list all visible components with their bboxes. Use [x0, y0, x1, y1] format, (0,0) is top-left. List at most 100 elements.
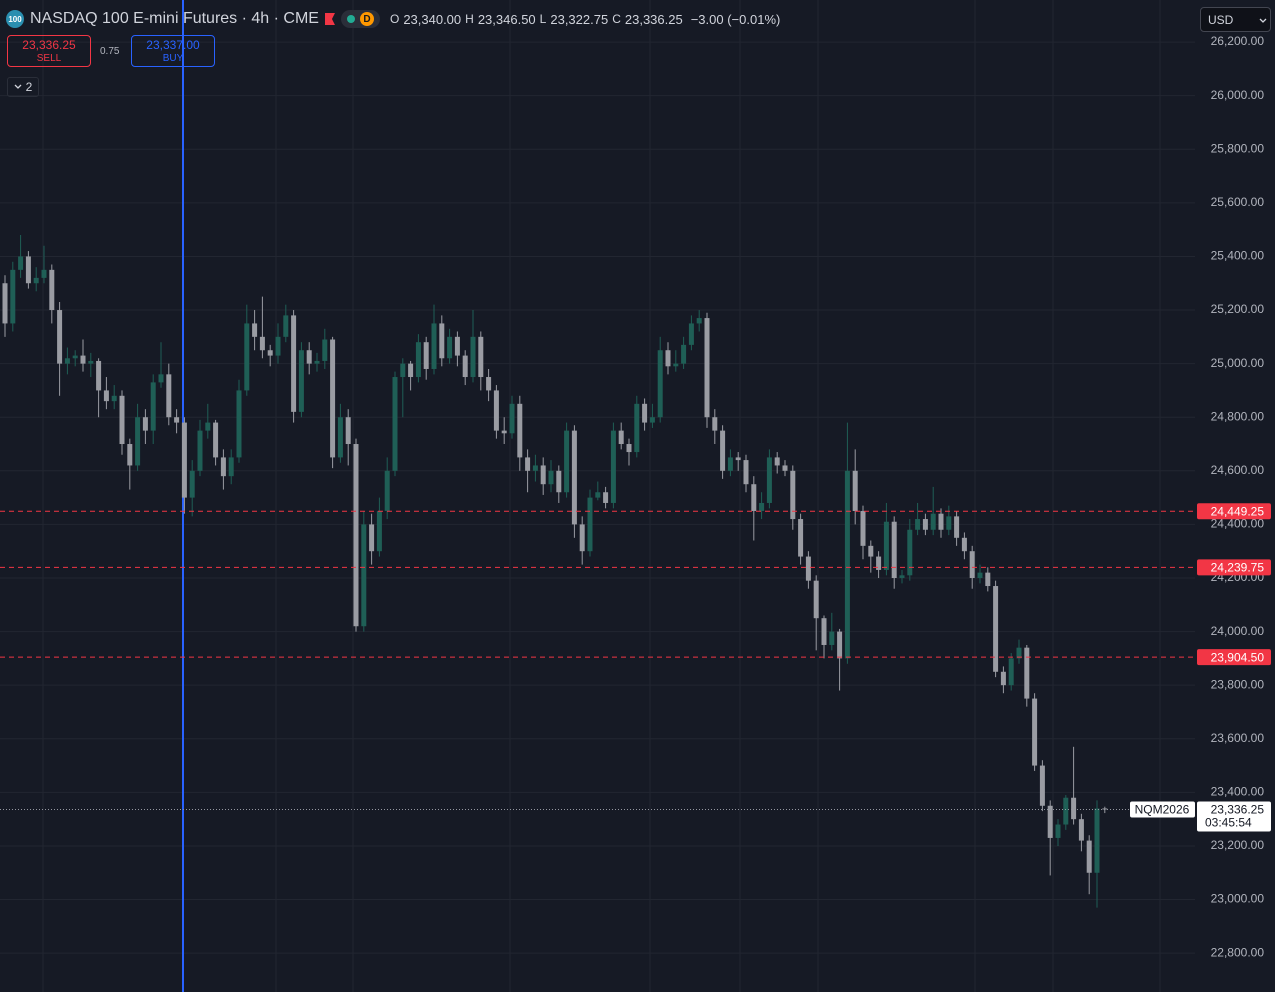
candle-body	[821, 618, 827, 645]
y-tick-label: 22,800.00	[1211, 945, 1265, 959]
symbol-title[interactable]: NASDAQ 100 E-mini Futures · 4h · CME	[30, 10, 319, 27]
candle-body	[369, 524, 375, 552]
price-level-label: 24,449.25	[1211, 504, 1265, 518]
candle-body	[1039, 765, 1045, 806]
status-pill[interactable]: D	[340, 10, 380, 28]
candle-body	[649, 417, 655, 423]
change: −3.00 (−0.01%)	[690, 11, 781, 27]
sell-button[interactable]: 23,336.25 SELL	[7, 35, 91, 67]
candle-body	[626, 444, 632, 453]
currency: USD	[1208, 12, 1234, 27]
y-tick-label: 23,400.00	[1211, 785, 1265, 799]
candle-body	[88, 360, 94, 364]
header: 100 NASDAQ 100 E-mini Futures · 4h · CME…	[6, 8, 780, 30]
candle-body	[135, 417, 141, 466]
candle-body	[1016, 647, 1022, 659]
candle-body	[517, 403, 523, 458]
flag-icon[interactable]	[324, 13, 335, 25]
candle-body	[33, 277, 39, 284]
candle-body	[111, 395, 117, 402]
candle-body	[337, 417, 343, 458]
candle-body	[470, 336, 476, 378]
candle-body	[907, 529, 913, 576]
candle-body	[197, 430, 203, 471]
candle-body	[985, 572, 991, 587]
y-tick-label: 24,600.00	[1211, 463, 1265, 477]
candle-body	[345, 417, 351, 445]
candle-body	[868, 545, 874, 557]
candle-body	[353, 444, 359, 627]
candle-body	[189, 470, 195, 498]
sell-label: SELL	[36, 53, 62, 64]
y-tick-label: 23,600.00	[1211, 731, 1265, 745]
candle-body	[283, 315, 289, 337]
currency-select[interactable]: USD	[1200, 7, 1271, 32]
candle-body	[587, 497, 593, 552]
ohlc-key: H	[465, 11, 474, 26]
buy-label: BUY	[162, 53, 184, 64]
y-tick-label: 26,200.00	[1211, 34, 1265, 48]
candle-body	[930, 513, 936, 530]
y-tick-label: 25,200.00	[1211, 302, 1265, 316]
candle-body	[298, 350, 304, 412]
candle-body	[408, 363, 414, 378]
ohlc-value: 23,340.00	[403, 11, 462, 27]
y-tick-label: 25,400.00	[1211, 249, 1265, 263]
candle-body	[291, 315, 297, 412]
candle-body	[244, 323, 250, 391]
candle-body	[727, 457, 733, 471]
candle-body	[813, 580, 819, 619]
candle-body	[712, 417, 718, 431]
candle-body	[439, 323, 445, 359]
y-tick-label: 26,000.00	[1211, 88, 1265, 102]
candle-body	[915, 519, 921, 530]
candle-body	[431, 323, 437, 369]
candle-body	[103, 390, 109, 402]
candle-body	[49, 269, 55, 311]
price-level-tag	[1197, 559, 1271, 576]
candle-body	[462, 355, 468, 378]
candle-body	[642, 403, 648, 423]
candle-body	[532, 465, 538, 471]
indicators-toggle[interactable]: 2	[7, 77, 39, 97]
candle-body	[361, 524, 367, 627]
candle-body	[501, 430, 507, 434]
candle-body	[657, 350, 663, 418]
candle-body	[1032, 698, 1038, 766]
price-level-label: 24,239.75	[1211, 561, 1265, 575]
candle-body	[899, 575, 905, 578]
candle-body	[634, 403, 640, 453]
candle-body	[1055, 824, 1061, 838]
candle-body	[72, 355, 78, 359]
candle-body	[96, 360, 102, 391]
candle-body	[720, 430, 726, 471]
candle-body	[1024, 647, 1030, 699]
candle-body	[751, 484, 757, 512]
candle-body	[579, 524, 585, 552]
candle-body	[80, 355, 86, 364]
last-price-tag	[1197, 801, 1271, 832]
candle-body	[946, 516, 952, 530]
candle-body	[774, 457, 780, 466]
candle-body	[41, 269, 47, 278]
candle-body	[10, 269, 16, 324]
candle-body	[844, 470, 850, 659]
candle-body	[267, 350, 273, 356]
candle-body	[259, 336, 265, 351]
ohlc-value: 23,322.75	[550, 11, 609, 27]
candle-body	[548, 470, 554, 485]
candle-body	[696, 318, 702, 324]
candle-body	[876, 556, 882, 570]
candle-body	[564, 430, 570, 493]
candle-body	[595, 492, 601, 498]
candle-body	[384, 470, 390, 512]
y-tick-label: 23,800.00	[1211, 677, 1265, 691]
candle-body	[25, 256, 31, 284]
candle-body	[1086, 840, 1092, 873]
buy-button[interactable]: 23,337.00 BUY	[131, 35, 215, 67]
candle-body	[665, 350, 671, 367]
candle-body	[829, 631, 835, 645]
symbol-label: NQM2026	[1135, 803, 1190, 817]
candle-body	[205, 422, 211, 431]
